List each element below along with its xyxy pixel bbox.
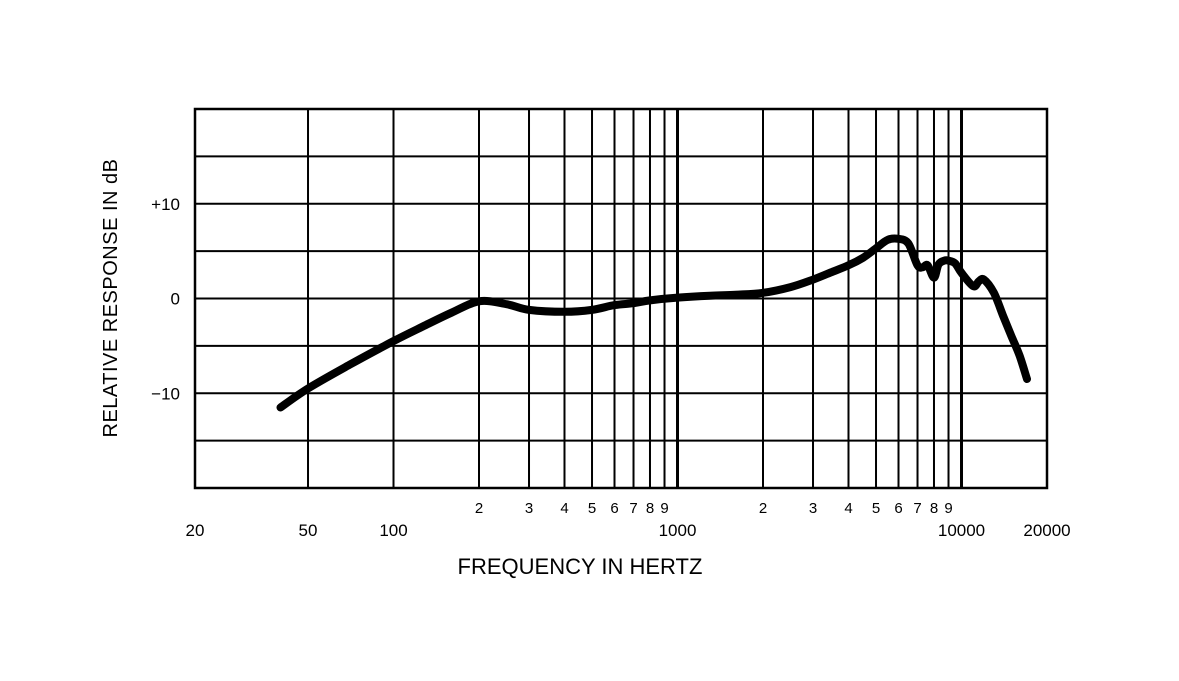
x-minor-tick-label: 2 — [475, 500, 483, 517]
x-tick-label: 1000 — [659, 521, 697, 540]
x-axis-title: FREQUENCY IN HERTZ — [458, 554, 703, 579]
chart-grid — [193, 107, 1049, 490]
x-minor-tick-label: 9 — [660, 500, 668, 517]
x-minor-tick-label: 8 — [646, 500, 654, 517]
response-series — [276, 234, 1031, 412]
y-axis-tick-labels: +10 0 −10 — [151, 195, 180, 404]
x-minor-tick-label: 2 — [759, 500, 767, 517]
plot-frame — [193, 107, 1049, 490]
x-minor-tick-label: 9 — [944, 500, 952, 517]
y-tick-label: −10 — [151, 384, 180, 403]
x-minor-tick-label: 4 — [844, 500, 852, 517]
x-minor-tick-label: 5 — [872, 500, 880, 517]
x-minor-tick-label: 3 — [809, 500, 817, 517]
x-tick-label: 100 — [379, 521, 407, 540]
y-axis-title: RELATIVE RESPONSE IN dB — [100, 159, 122, 438]
x-minor-tick-label: 6 — [610, 500, 618, 517]
x-minor-tick-label: 6 — [894, 500, 902, 517]
x-minor-tick-label: 7 — [913, 500, 921, 517]
x-minor-tick-label: 7 — [629, 500, 637, 517]
x-tick-label: 20 — [186, 521, 205, 540]
y-tick-label: +10 — [151, 195, 180, 214]
x-minor-tick-label: 5 — [588, 500, 596, 517]
x-minor-tick-label: 4 — [560, 500, 568, 517]
x-tick-label: 20000 — [1023, 521, 1070, 540]
x-tick-label: 50 — [299, 521, 318, 540]
response-curve — [276, 234, 1031, 412]
y-tick-label: 0 — [171, 290, 180, 309]
x-minor-tick-label: 8 — [930, 500, 938, 517]
x-minor-tick-label: 3 — [525, 500, 533, 517]
x-tick-label: 10000 — [938, 521, 985, 540]
